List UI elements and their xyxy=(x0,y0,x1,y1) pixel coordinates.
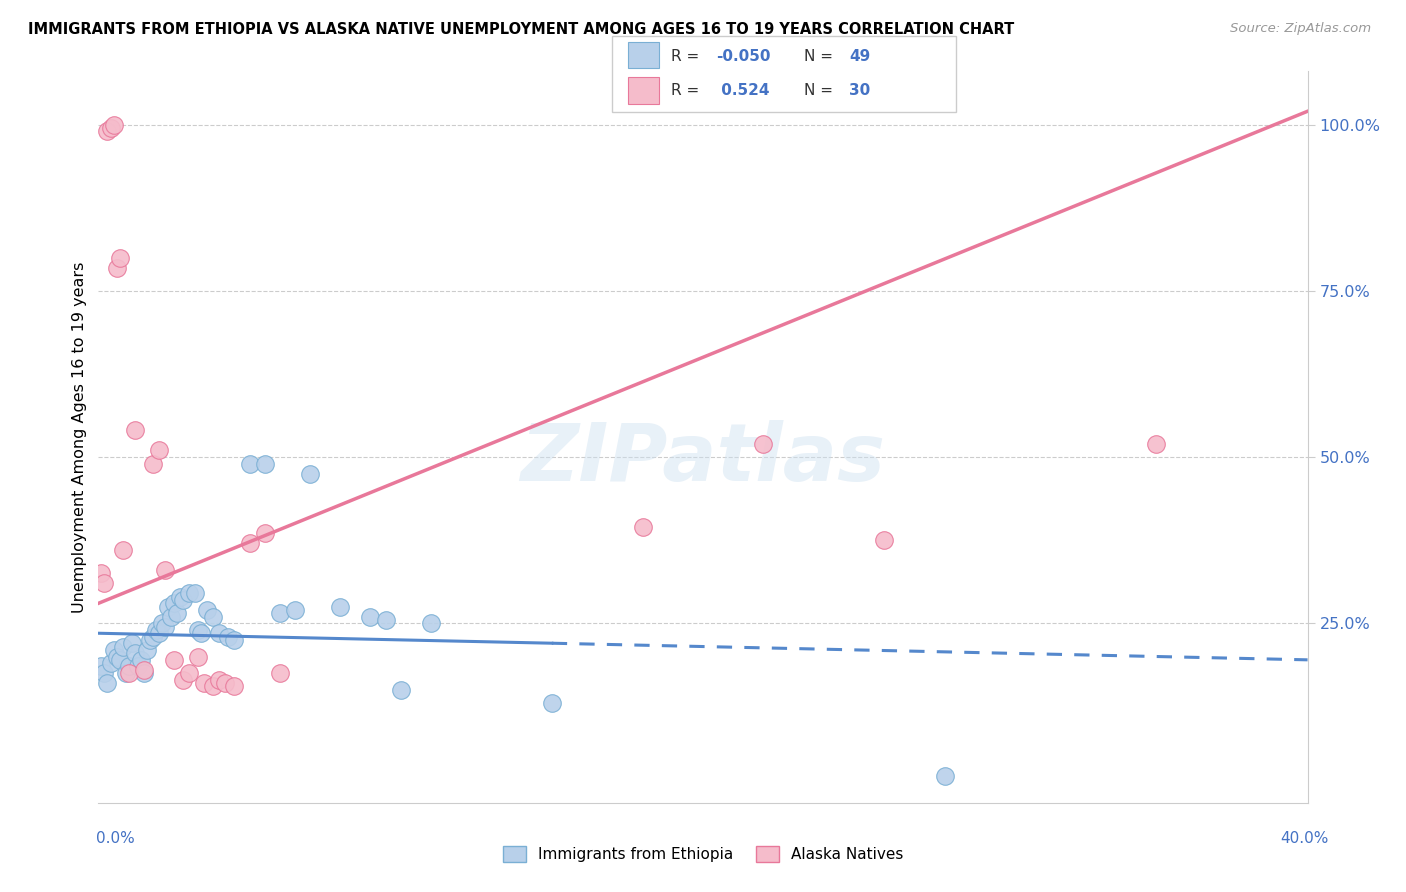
Point xyxy=(163,596,186,610)
Point xyxy=(100,120,122,135)
Legend: Immigrants from Ethiopia, Alaska Natives: Immigrants from Ethiopia, Alaska Natives xyxy=(496,840,910,868)
Point xyxy=(93,576,115,591)
Point xyxy=(187,623,209,637)
Text: -0.050: -0.050 xyxy=(716,49,770,64)
Point xyxy=(166,607,188,621)
Point xyxy=(217,630,239,644)
Point xyxy=(124,646,146,660)
Point xyxy=(1144,436,1167,450)
Point xyxy=(132,663,155,677)
Point xyxy=(187,649,209,664)
Point xyxy=(148,443,170,458)
Point xyxy=(224,680,246,694)
Point xyxy=(253,457,276,471)
Text: 30: 30 xyxy=(849,83,870,98)
Point xyxy=(195,603,218,617)
Point xyxy=(105,649,128,664)
Text: 0.524: 0.524 xyxy=(716,83,769,98)
Text: R =: R = xyxy=(671,49,704,64)
Point xyxy=(111,543,134,558)
Text: 40.0%: 40.0% xyxy=(1281,831,1329,846)
FancyBboxPatch shape xyxy=(612,36,956,112)
Point xyxy=(118,659,141,673)
Point xyxy=(202,680,225,694)
Point xyxy=(105,260,128,275)
Point xyxy=(540,696,562,710)
Point xyxy=(190,626,212,640)
Point xyxy=(214,676,236,690)
Point xyxy=(142,630,165,644)
Point xyxy=(420,616,443,631)
Point xyxy=(160,609,183,624)
Point xyxy=(114,666,136,681)
Point xyxy=(124,424,146,438)
Point xyxy=(202,609,225,624)
Point xyxy=(96,676,118,690)
Point xyxy=(118,666,141,681)
Point xyxy=(179,666,201,681)
Point xyxy=(103,643,125,657)
Point xyxy=(108,653,131,667)
Point xyxy=(153,563,176,577)
Point xyxy=(148,626,170,640)
Point xyxy=(145,623,167,637)
Point xyxy=(127,659,149,673)
Point xyxy=(299,467,322,481)
Text: 0.0%: 0.0% xyxy=(96,831,135,846)
Point xyxy=(111,640,134,654)
Point xyxy=(100,656,122,670)
Point xyxy=(360,609,382,624)
Point xyxy=(374,613,396,627)
Point xyxy=(239,457,262,471)
Point xyxy=(108,251,131,265)
Point xyxy=(139,632,162,647)
Point xyxy=(934,769,956,783)
Point xyxy=(156,599,179,614)
Point xyxy=(93,666,115,681)
Point xyxy=(239,536,262,550)
Point xyxy=(172,593,194,607)
Point xyxy=(96,124,118,138)
Text: N =: N = xyxy=(804,49,838,64)
Point xyxy=(208,673,231,687)
Point xyxy=(253,526,276,541)
Text: 49: 49 xyxy=(849,49,870,64)
Point xyxy=(873,533,896,548)
Text: ZIPatlas: ZIPatlas xyxy=(520,420,886,498)
Point xyxy=(389,682,412,697)
Text: N =: N = xyxy=(804,83,838,98)
Point xyxy=(179,586,201,600)
FancyBboxPatch shape xyxy=(628,42,659,69)
Text: Source: ZipAtlas.com: Source: ZipAtlas.com xyxy=(1230,22,1371,36)
Point xyxy=(169,590,191,604)
Point xyxy=(184,586,207,600)
Text: IMMIGRANTS FROM ETHIOPIA VS ALASKA NATIVE UNEMPLOYMENT AMONG AGES 16 TO 19 YEARS: IMMIGRANTS FROM ETHIOPIA VS ALASKA NATIV… xyxy=(28,22,1014,37)
Point xyxy=(153,619,176,633)
Point xyxy=(129,653,152,667)
Point xyxy=(90,659,112,673)
Point xyxy=(121,636,143,650)
Point xyxy=(269,607,291,621)
Point xyxy=(142,457,165,471)
Point xyxy=(329,599,352,614)
Point xyxy=(224,632,246,647)
Point xyxy=(269,666,291,681)
Y-axis label: Unemployment Among Ages 16 to 19 years: Unemployment Among Ages 16 to 19 years xyxy=(72,261,87,613)
Point xyxy=(132,666,155,681)
Point xyxy=(163,653,186,667)
Point xyxy=(103,118,125,132)
Point xyxy=(284,603,307,617)
Point xyxy=(631,520,654,534)
Point xyxy=(752,436,775,450)
Point xyxy=(90,566,112,581)
Point xyxy=(193,676,215,690)
Text: R =: R = xyxy=(671,83,709,98)
Point xyxy=(150,616,173,631)
FancyBboxPatch shape xyxy=(628,78,659,104)
Point xyxy=(135,643,157,657)
Point xyxy=(172,673,194,687)
Point xyxy=(208,626,231,640)
